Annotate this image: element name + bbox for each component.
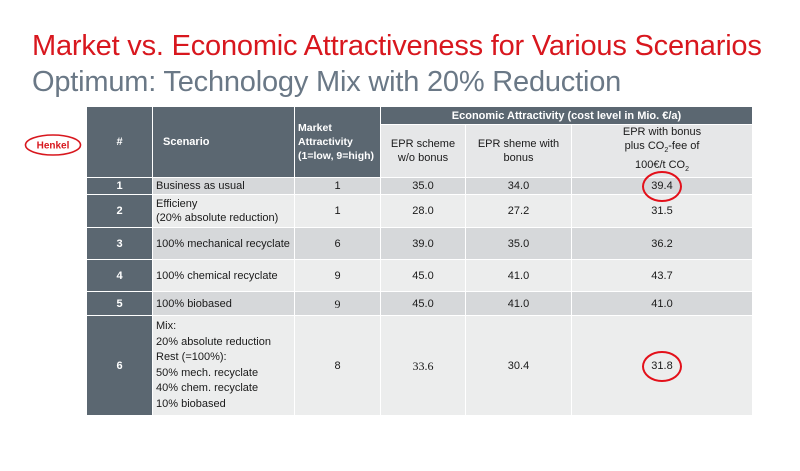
scenario-table: # Scenario Market Attractivity (1=low, 9…	[86, 105, 753, 417]
highlight-circle	[642, 350, 683, 382]
row-market: 8	[294, 315, 381, 417]
row-market: 9	[294, 259, 381, 293]
header-epr-with-bonus: EPR sheme with bonus	[465, 123, 572, 179]
header-epr-with-co2-fee: EPR with bonus plus CO2-fee of 100€/t CO…	[571, 123, 753, 179]
row-scenario: 100% biobased	[152, 291, 295, 317]
table-row: 5 100% biobased 9 45.0 41.0 41.0	[86, 291, 753, 317]
row-epr-with-bonus: 34.0	[465, 177, 572, 196]
header-economic-attractivity: Economic Attractivity (cost level in Mio…	[380, 106, 753, 125]
row-epr-with-bonus: 41.0	[465, 259, 572, 293]
row-number: 2	[86, 194, 153, 229]
row-number: 1	[86, 177, 153, 196]
row-epr-with-bonus: 35.0	[465, 227, 572, 261]
header-scenario: Scenario	[152, 105, 295, 179]
row-epr-without-bonus: 45.0	[380, 291, 466, 317]
row-number: 5	[86, 291, 153, 317]
row-scenario: 100% chemical recyclate	[152, 259, 295, 293]
slide-title: Market vs. Economic Attractiveness for V…	[32, 30, 762, 62]
header-epr-without-bonus: EPR scheme w/o bonus	[380, 123, 466, 179]
row-epr-without-bonus: 35.0	[380, 177, 466, 196]
table-row: 1 Business as usual 1 35.0 34.0 39.4	[86, 171, 753, 203]
row-epr-with-co2-fee: 39.4	[571, 171, 753, 203]
row-epr-without-bonus: 33.6	[380, 315, 466, 417]
row-epr-with-co2-fee: 31.5	[571, 194, 753, 229]
table-row: 6 Mix: 20% absolute reduction Rest (=100…	[86, 315, 753, 417]
row-epr-with-co2-fee: 41.0	[571, 291, 753, 317]
row-number: 6	[86, 315, 153, 417]
row-epr-without-bonus: 39.0	[380, 227, 466, 261]
row-market: 6	[294, 227, 381, 261]
row-epr-with-bonus: 30.4	[465, 315, 572, 417]
table-row: 4 100% chemical recyclate 9 45.0 41.0 43…	[86, 259, 753, 293]
row-epr-without-bonus: 28.0	[380, 194, 466, 229]
slide-subtitle: Optimum: Technology Mix with 20% Reducti…	[32, 66, 622, 98]
row-number: 3	[86, 227, 153, 261]
row-epr-with-co2-fee: 31.8	[571, 315, 753, 417]
logo-text: Henkel	[37, 141, 70, 152]
header-market-attractivity: Market Attractivity (1=low, 9=high)	[294, 105, 381, 179]
header-num: #	[86, 105, 153, 179]
henkel-logo: Henkel	[24, 134, 82, 156]
table-row: 2 Efficieny (20% absolute reduction) 1 2…	[86, 194, 753, 229]
row-epr-with-bonus: 27.2	[465, 194, 572, 229]
row-epr-with-bonus: 41.0	[465, 291, 572, 317]
row-number: 4	[86, 259, 153, 293]
row-scenario: Mix: 20% absolute reduction Rest (=100%)…	[152, 315, 295, 417]
row-scenario: Efficieny (20% absolute reduction)	[152, 194, 295, 229]
row-scenario: 100% mechanical recyclate	[152, 227, 295, 261]
row-market: 1	[294, 177, 381, 196]
row-market: 9	[294, 291, 381, 317]
row-epr-with-co2-fee: 43.7	[571, 259, 753, 293]
highlight-circle	[642, 171, 683, 203]
table-row: 3 100% mechanical recyclate 6 39.0 35.0 …	[86, 227, 753, 261]
row-epr-without-bonus: 45.0	[380, 259, 466, 293]
row-scenario: Business as usual	[152, 177, 295, 196]
row-market: 1	[294, 194, 381, 229]
row-epr-with-co2-fee: 36.2	[571, 227, 753, 261]
